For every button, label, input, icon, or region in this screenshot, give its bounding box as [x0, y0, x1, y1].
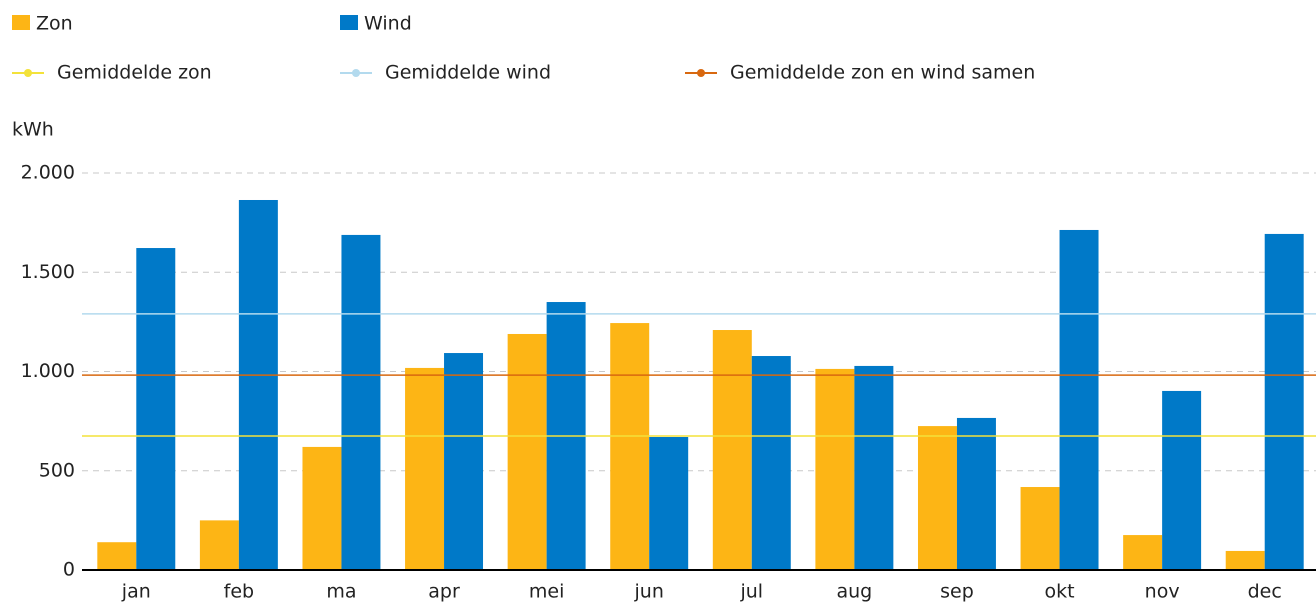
bar [341, 234, 381, 570]
x-tick-label: feb [224, 581, 254, 603]
x-tick-label: okt [1045, 581, 1075, 603]
bar [1059, 229, 1099, 571]
bar [444, 353, 484, 570]
x-tick-label: jun [634, 581, 664, 603]
x-tick-label: aug [837, 581, 873, 603]
legend-dot [24, 69, 32, 77]
bar [97, 542, 137, 570]
y-tick-label: 1.000 [21, 360, 75, 382]
legend-label: Wind [364, 13, 412, 35]
legend-dot [352, 69, 360, 77]
y-tick-label: 1.500 [21, 261, 75, 283]
legend-swatch [12, 15, 30, 30]
bar [1225, 550, 1265, 570]
bar [238, 199, 278, 570]
legend-label: Gemiddelde wind [385, 62, 551, 84]
x-tick-label: dec [1248, 581, 1282, 603]
bar [854, 365, 894, 570]
y-axis-label: kWh [12, 119, 54, 141]
y-tick-label: 2.000 [21, 162, 75, 184]
x-tick-label: jan [121, 581, 151, 603]
bar [712, 330, 752, 570]
x-tick-label: apr [428, 581, 460, 603]
x-tick-label: nov [1145, 581, 1180, 603]
bar [302, 446, 342, 570]
legend-swatch [340, 15, 358, 30]
legend-label: Zon [36, 13, 73, 35]
bar [405, 367, 445, 570]
bar [1020, 487, 1060, 570]
bar [956, 417, 996, 570]
x-tick-label: ma [326, 581, 356, 603]
legend-label: Gemiddelde zon en wind samen [730, 62, 1035, 84]
x-tick-label: jul [739, 581, 763, 603]
x-tick-label: sep [940, 581, 974, 603]
y-tick-label: 0 [63, 559, 75, 581]
bar [649, 437, 689, 570]
legend-label: Gemiddelde zon [57, 62, 212, 84]
bar [610, 323, 650, 570]
bar [1162, 390, 1202, 570]
bar [1123, 535, 1163, 570]
bar [136, 248, 176, 570]
legend-dot [697, 69, 705, 77]
bar [917, 426, 957, 570]
bar [815, 368, 855, 570]
bar [199, 520, 239, 570]
bar [507, 333, 547, 570]
x-tick-label: mei [529, 581, 564, 603]
bar [1264, 233, 1304, 570]
y-tick-label: 500 [39, 459, 75, 481]
bar [751, 356, 791, 570]
